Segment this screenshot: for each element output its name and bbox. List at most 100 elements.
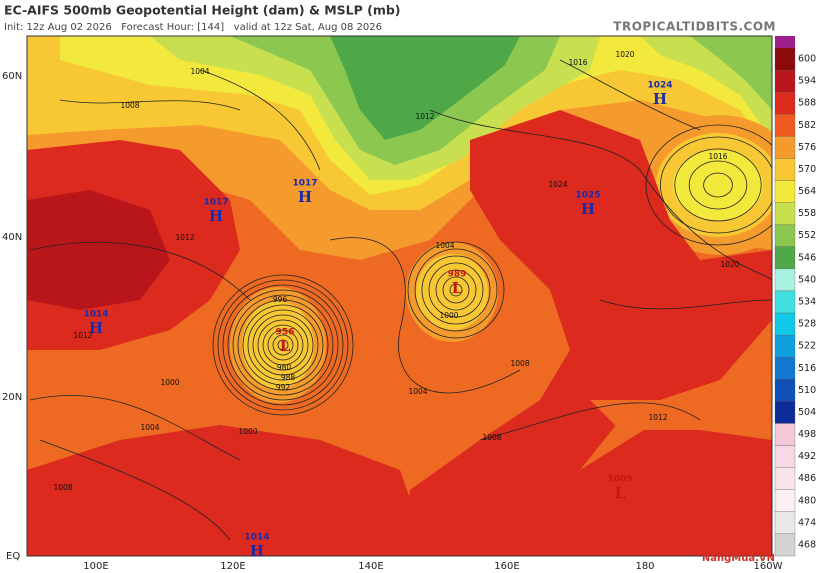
isobar-label: 996: [273, 295, 288, 304]
colorbar-cell: [774, 467, 796, 490]
colorbar-label: 564: [798, 186, 816, 197]
lat-label: 20N: [2, 392, 22, 403]
colorbar-label: 504: [798, 407, 816, 418]
center-value: 1017: [203, 198, 228, 208]
colorbar-cell: [774, 423, 796, 446]
colorbar-cell: [774, 290, 796, 314]
colorbar-label: 594: [798, 76, 816, 87]
colorbar-cell: [774, 334, 796, 358]
isobar-ring: [237, 299, 329, 391]
colorbar-label: 492: [798, 451, 816, 462]
isobar-ring: [703, 172, 733, 198]
colorbar-label: 522: [798, 341, 816, 352]
isobar-ring: [645, 124, 772, 246]
colorbar-label: 558: [798, 208, 816, 219]
isobar-label: 1004: [190, 67, 209, 76]
isobar-ring: [407, 241, 505, 339]
colorbar-cell: [774, 180, 796, 203]
isobar-label: 980: [277, 363, 292, 372]
lon-label: 120E: [220, 561, 245, 572]
center-value: 1025: [575, 191, 600, 201]
colorbar-cell: [774, 312, 796, 336]
isobar-ring: [688, 160, 748, 210]
colorbar-label: 474: [798, 517, 816, 528]
map-fields: [27, 36, 772, 556]
colorbar-cell: [774, 92, 796, 115]
colorbar-cell: [774, 224, 796, 247]
colorbar-cell: [774, 69, 796, 93]
center-letter: H: [298, 188, 312, 206]
colorbar-cell: [774, 401, 796, 424]
isobar-label: 1000: [160, 378, 179, 387]
isobar-label: 1020: [615, 50, 634, 59]
isobar-label: 1008: [120, 101, 139, 110]
isobar-label: 1004: [408, 387, 427, 396]
isobar-label: 1012: [648, 413, 667, 422]
isobar-label: 1008: [482, 433, 501, 442]
isobar-label: 1000: [439, 311, 458, 320]
isobar-ring: [232, 294, 334, 396]
isobar-label: 1016: [568, 58, 587, 67]
colorbar-cell: [774, 268, 796, 292]
colorbar-top: [775, 36, 795, 48]
lat-label: 40N: [2, 232, 22, 243]
isobar-ring: [435, 269, 477, 311]
colorbar-cell: [774, 158, 796, 181]
center-value: 1014: [244, 533, 269, 543]
lat-label: 60N: [2, 71, 22, 82]
isobar-label: 992: [276, 383, 291, 392]
isobar-label: 1012: [73, 331, 92, 340]
center-letter: H: [209, 207, 223, 225]
colorbar-label: 540: [798, 274, 816, 285]
center-letter: L: [280, 337, 291, 355]
colorbar-label: 516: [798, 363, 816, 374]
isobar-ring: [660, 136, 772, 234]
center-letter: L: [615, 484, 626, 502]
colorbar-label: 480: [798, 495, 816, 506]
isobar-ring: [267, 329, 299, 361]
lon-label: 160E: [494, 561, 519, 572]
center-letter: H: [250, 542, 264, 560]
title: EC-AIFS 500mb Geopotential Height (dam) …: [4, 3, 401, 18]
center-letter: H: [581, 200, 595, 218]
colorbar-cell: [774, 136, 796, 159]
isobar-ring: [242, 304, 324, 386]
colorbar-cell: [774, 114, 796, 137]
isobar-label: 1012: [415, 112, 434, 121]
center-letter: H: [653, 90, 667, 108]
center-value: 1024: [647, 81, 672, 91]
colorbar-label: 534: [798, 297, 816, 308]
isobar-ring: [674, 148, 762, 222]
lon-label: 180: [635, 561, 654, 572]
colorbar-label: 528: [798, 319, 816, 330]
isobar-ring: [272, 334, 294, 356]
lon-label: 100E: [83, 561, 108, 572]
colorbar-cell: [774, 47, 796, 71]
isobar-ring: [442, 276, 470, 304]
site-name: TROPICALTIDBITS.COM: [613, 20, 776, 34]
isobar-ring: [277, 339, 289, 351]
isobar-label: 1000: [238, 427, 257, 436]
map-frame: [26, 35, 773, 557]
isobar-ring: [428, 262, 484, 318]
colorbar-label: 576: [798, 142, 816, 153]
colorbar-label: 570: [798, 164, 816, 175]
colorbar-cell: [774, 246, 796, 270]
isobar-label: 1008: [510, 359, 529, 368]
isobar-ring: [217, 279, 349, 411]
colorbar-cell: [774, 379, 796, 402]
colorbar-cell: [774, 202, 796, 225]
lon-label: 160W: [754, 561, 783, 572]
colorbar-cell: [774, 357, 796, 380]
colorbar-cell: [774, 445, 796, 468]
colorbar-label: 486: [798, 473, 816, 484]
colorbar-label: 588: [798, 98, 816, 109]
isobar-label: 1020: [720, 260, 739, 269]
isobar-ring: [222, 284, 344, 406]
colorbar-label: 510: [798, 385, 816, 396]
lon-label: 140E: [358, 561, 383, 572]
isobar-ring: [212, 274, 354, 416]
colorbar: 600 594 588 582 576 570 564 558 552 546 540 534 528 5…: [774, 47, 816, 557]
subtitle: Init: 12z Aug 02 2026 Forecast Hour: [14…: [4, 22, 382, 33]
